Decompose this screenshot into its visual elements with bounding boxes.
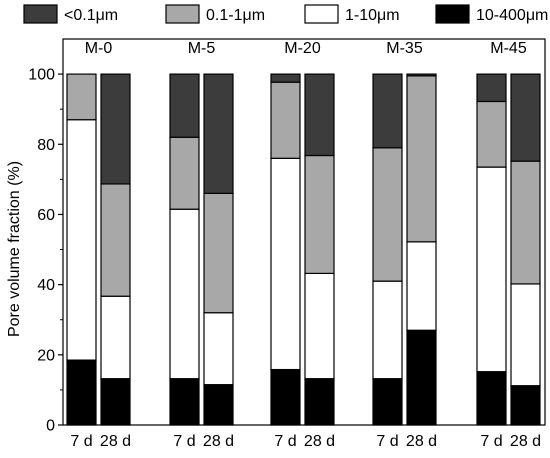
x-tick-label: 7 d [376,433,398,450]
bar-segment-0-1um-m-5-28-d [203,73,234,195]
bar-segment-0-1um-m-20-28-d [304,73,335,157]
bar-segment-0-1-1um-m-20-7-d [270,81,301,159]
group-label: M-0 [85,40,113,57]
bar-segment-10-400um-m-35-28-d [406,329,437,426]
bar-segment-0-1um-m-0-28-d [100,73,131,185]
bar-segment-10-400um-m-20-7-d [270,368,301,426]
legend: <0.1μm 0.1-1μm 1-10μm 10-400μm [23,4,548,24]
bar-segment-0-1um-m-45-28-d [510,73,541,162]
bar-segment-0-1um-m-35-28-d [406,73,437,77]
x-tick-label: 7 d [480,433,502,450]
bar-segment-1-10um-m-45-28-d [510,283,541,387]
bar-segment-10-400um-m-45-7-d [476,371,507,426]
x-tick-label: 7 d [274,433,296,450]
x-tick-label: 28 d [100,433,131,450]
bar-segment-10-400um-m-35-7-d [372,378,403,426]
y-tick-label: 20 [37,347,55,364]
bar-segment-10-400um-m-45-28-d [510,385,541,426]
legend-label-1-10um: 1-10μm [345,7,400,24]
legend-label-0-1-1um: 0.1-1μm [206,7,265,24]
x-tick-label: 7 d [173,433,195,450]
x-tick-label: 28 d [304,433,335,450]
group-labels: M-0 M-5 M-20 M-35 M-45 [85,40,527,57]
x-tick-label: 7 d [70,433,92,450]
bar-segment-0-1um-m-20-7-d [270,73,301,83]
bar-segment-1-10um-m-20-28-d [304,272,335,380]
bar-segment-0-1-1um-m-45-28-d [510,160,541,285]
bar-segment-1-10um-m-5-28-d [203,312,234,386]
bar-segment-10-400um-m-5-7-d [169,378,200,426]
bar-segment-0-1-1um-m-5-28-d [203,192,234,314]
group-label: M-5 [188,40,216,57]
bar-segment-0-1-1um-m-20-28-d [304,154,335,275]
bar-segment-1-10um-m-5-7-d [169,208,200,380]
axes: 0 20 40 60 80 100 [28,38,546,435]
group-label: M-35 [386,40,423,57]
bar-segment-0-1um-m-45-7-d [476,73,507,103]
bar-segment-1-10um-m-35-7-d [372,280,403,380]
bar-segment-0-1-1um-m-35-7-d [372,147,403,282]
bar-segment-1-10um-m-0-28-d [100,295,131,380]
y-tick-label: 80 [37,137,55,154]
legend-label-10-400um: 10-400μm [476,7,548,24]
bar-segment-10-400um-m-0-28-d [100,378,131,426]
y-tick-label: 60 [37,207,55,224]
bar-segment-0-1-1um-m-45-7-d [476,100,507,168]
bar-segment-1-10um-m-20-7-d [270,157,301,371]
x-tick-label: 28 d [406,433,437,450]
bar-segment-10-400um-m-5-28-d [203,384,234,426]
y-axis-label: Pore volume fraction (%) [6,161,23,337]
y-tick-label: 40 [37,277,55,294]
group-label: M-45 [490,40,527,57]
legend-label-0-1um: <0.1μm [64,7,118,24]
bar-segment-0-1-1um-m-35-28-d [406,75,437,243]
legend-swatch-0-1-1um [165,4,200,24]
bar-segment-1-10um-m-35-28-d [406,241,437,331]
y-tick-label: 100 [28,67,55,84]
bars: 7 d 28 d 7 d 28 d 7 d 28 d 7 d 28 d 7 d 28 d [66,73,541,450]
bar-segment-10-400um-m-0-7-d [66,359,97,426]
legend-swatch-0-1um [23,4,58,24]
plot-frame [62,38,546,426]
bar-segment-1-10um-m-45-7-d [476,166,507,373]
bar-segment-0-1-1um-m-0-7-d [66,73,97,121]
x-tick-label: 28 d [203,433,234,450]
bar-segment-10-400um-m-20-28-d [304,378,335,426]
legend-swatch-10-400um [435,4,470,24]
y-tick-label: 0 [46,418,55,435]
legend-swatch-1-10um [304,4,339,24]
bar-segment-0-1-1um-m-0-28-d [100,183,131,297]
bar-segment-0-1um-m-5-7-d [169,73,200,138]
bar-segment-1-10um-m-0-7-d [66,119,97,361]
bar-segment-0-1-1um-m-5-7-d [169,136,200,210]
x-tick-label: 28 d [510,433,541,450]
bar-segment-0-1um-m-35-7-d [372,73,403,149]
group-label: M-20 [284,40,321,57]
